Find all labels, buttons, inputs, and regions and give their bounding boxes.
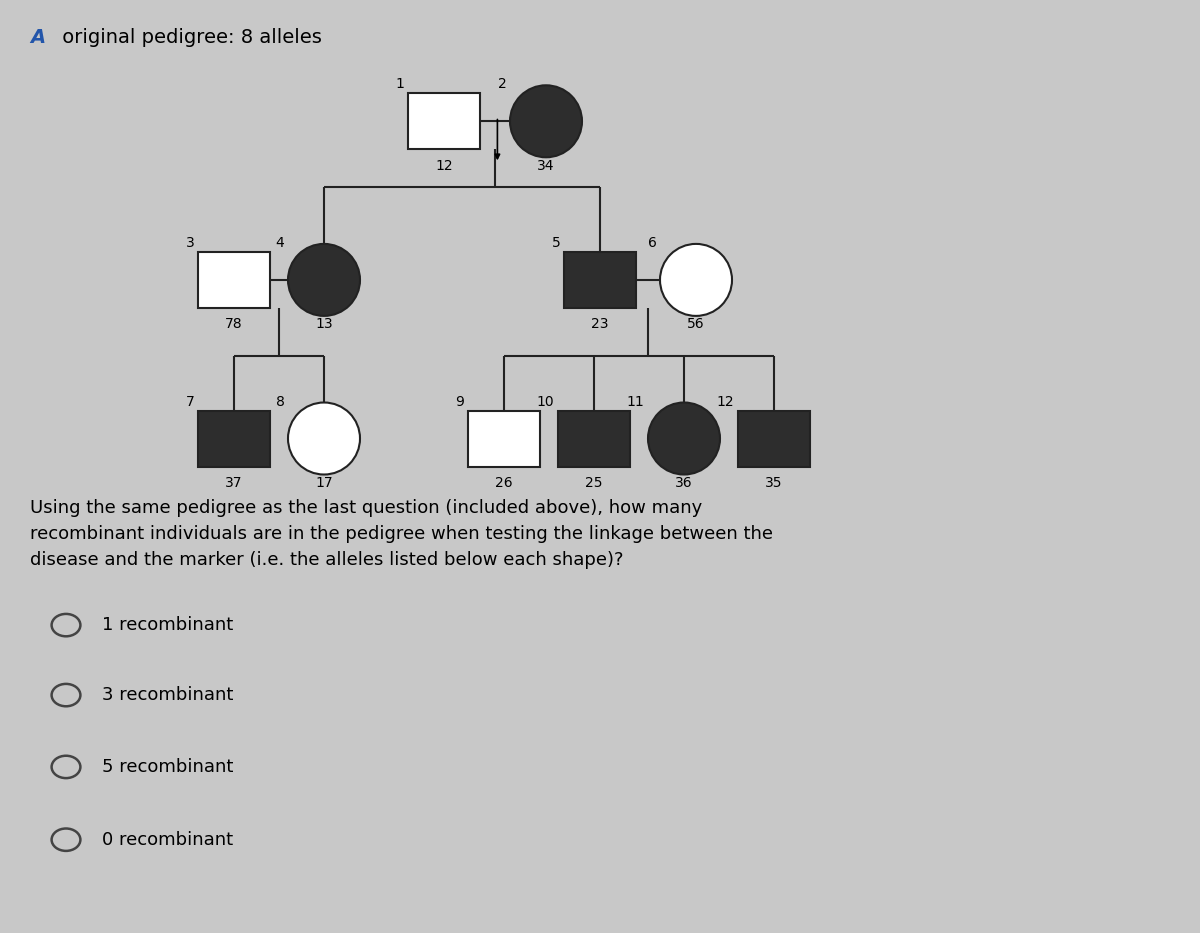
Ellipse shape xyxy=(288,402,360,475)
Text: 1: 1 xyxy=(396,77,404,91)
Circle shape xyxy=(52,756,80,778)
Text: 12: 12 xyxy=(436,159,452,173)
Text: 25: 25 xyxy=(586,476,602,490)
Text: 36: 36 xyxy=(676,476,692,490)
Text: 1 recombinant: 1 recombinant xyxy=(102,616,233,634)
Text: 11: 11 xyxy=(626,395,644,409)
Text: 3 recombinant: 3 recombinant xyxy=(102,686,233,704)
Text: 7: 7 xyxy=(186,395,194,409)
Ellipse shape xyxy=(288,244,360,316)
Bar xyxy=(468,411,540,466)
Text: 6: 6 xyxy=(648,236,656,250)
Text: 23: 23 xyxy=(592,317,608,331)
Text: 5 recombinant: 5 recombinant xyxy=(102,758,233,776)
Text: 9: 9 xyxy=(456,395,464,409)
Text: 34: 34 xyxy=(538,159,554,173)
Bar xyxy=(408,93,480,149)
Text: 4: 4 xyxy=(276,236,284,250)
Text: 12: 12 xyxy=(716,395,734,409)
Text: A: A xyxy=(30,28,46,47)
Text: Using the same pedigree as the last question (included above), how many
recombin: Using the same pedigree as the last ques… xyxy=(30,499,773,568)
Text: 3: 3 xyxy=(186,236,194,250)
Text: original pedigree: 8 alleles: original pedigree: 8 alleles xyxy=(56,28,323,47)
Text: 35: 35 xyxy=(766,476,782,490)
Text: 2: 2 xyxy=(498,77,506,91)
Text: 10: 10 xyxy=(536,395,554,409)
Ellipse shape xyxy=(510,85,582,158)
Text: 17: 17 xyxy=(316,476,332,490)
Bar xyxy=(558,411,630,466)
Circle shape xyxy=(52,614,80,636)
Ellipse shape xyxy=(660,244,732,316)
Text: 0 recombinant: 0 recombinant xyxy=(102,830,233,849)
Text: 37: 37 xyxy=(226,476,242,490)
Text: 78: 78 xyxy=(226,317,242,331)
Text: 13: 13 xyxy=(316,317,332,331)
Ellipse shape xyxy=(648,402,720,475)
Bar xyxy=(198,252,270,308)
Circle shape xyxy=(52,829,80,851)
Text: 5: 5 xyxy=(552,236,560,250)
Bar xyxy=(738,411,810,466)
Bar xyxy=(564,252,636,308)
Bar xyxy=(198,411,270,466)
Text: 56: 56 xyxy=(688,317,704,331)
Text: 26: 26 xyxy=(496,476,512,490)
Circle shape xyxy=(52,684,80,706)
Text: 8: 8 xyxy=(276,395,284,409)
